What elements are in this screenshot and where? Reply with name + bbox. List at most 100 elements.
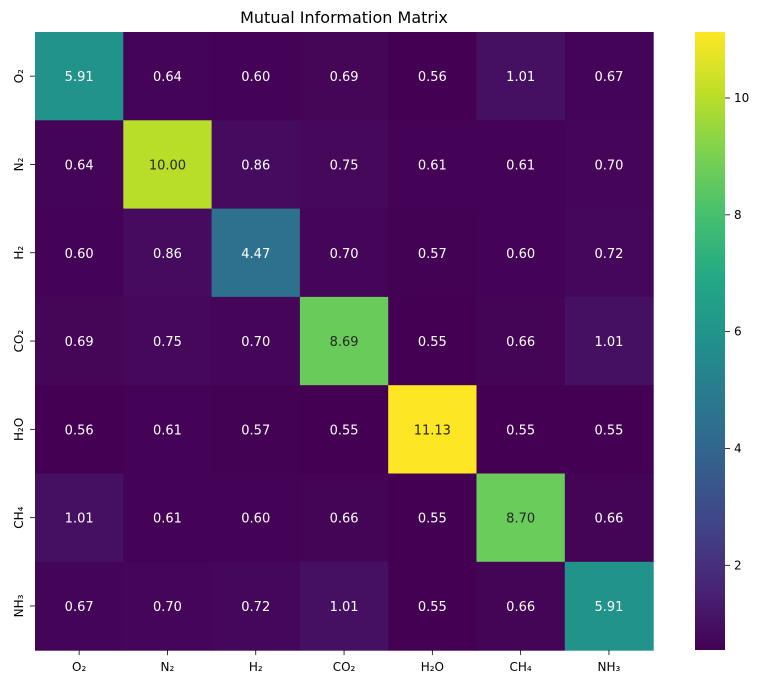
cell-value-label: 0.55: [418, 512, 447, 527]
heatmap-cell: [299, 208, 389, 298]
cell-annotations: 5.91 0.64 0.60 0.69 0.56 1.01 0.67 0.64 10.00 0.8…: [65, 70, 624, 615]
x-axis-ticks: O₂ N₂ H₂ CO₂ H₂O CH₄ NH₃: [72, 650, 621, 674]
cell-value-label: 1.01: [330, 600, 359, 615]
heatmap-cell: [123, 120, 213, 210]
cell-value-label: 0.55: [330, 423, 359, 438]
colorbar-gradient: [695, 32, 725, 650]
heatmap-cell: [388, 385, 478, 475]
cell-value-label: 5.91: [594, 600, 623, 615]
cell-value-label: 11.13: [414, 423, 451, 438]
heatmap-cell: [211, 385, 301, 475]
heatmap-cell: [211, 561, 301, 651]
cell-value-label: 0.64: [65, 158, 94, 173]
cell-value-label: 0.55: [418, 335, 447, 350]
cell-value-label: 0.60: [65, 247, 94, 262]
heatmap-cell: [476, 473, 566, 563]
cell-value-label: 0.86: [241, 158, 270, 173]
x-tick-label: O₂: [72, 660, 86, 674]
heatmap-cell: [211, 473, 301, 563]
heatmap-cell: [476, 208, 566, 298]
cell-value-label: 0.69: [330, 70, 359, 85]
x-tick-label: H₂: [249, 660, 263, 674]
heatmap-cell: [564, 296, 654, 386]
colorbar-tick-label: 6: [734, 325, 742, 339]
cell-value-label: 0.56: [65, 423, 94, 438]
heatmap-cell: [388, 208, 478, 298]
x-tick-label: N₂: [161, 660, 175, 674]
cell-value-label: 0.66: [330, 512, 359, 527]
cell-value-label: 0.67: [594, 70, 623, 85]
cell-value-label: 1.01: [594, 335, 623, 350]
cell-value-label: 4.47: [241, 247, 270, 262]
heatmap-cell: [211, 296, 301, 386]
cell-value-label: 0.67: [65, 600, 94, 615]
cell-value-label: 0.61: [506, 158, 535, 173]
cell-value-label: 5.91: [65, 70, 94, 85]
cell-value-label: 0.72: [241, 600, 270, 615]
cell-value-label: 0.55: [506, 423, 535, 438]
heatmap-cell: [564, 561, 654, 651]
heatmap-cell: [35, 32, 124, 121]
heatmap-cell: [388, 561, 478, 651]
heatmap-cell: [123, 385, 213, 475]
heatmap-cell: [123, 561, 213, 651]
heatmap-cell: [476, 561, 566, 651]
y-tick-label: NH₃: [12, 594, 26, 617]
cell-value-label: 0.70: [153, 600, 182, 615]
heatmap-cell: [564, 208, 654, 298]
chart-title: Mutual Information Matrix: [240, 8, 448, 27]
y-tick-label: CO₂: [12, 330, 26, 353]
cell-value-label: 0.56: [418, 70, 447, 85]
cell-value-label: 0.66: [594, 512, 623, 527]
cell-value-label: 0.55: [594, 423, 623, 438]
x-tick-label: H₂O: [421, 660, 444, 674]
cell-value-label: 0.64: [153, 70, 182, 85]
colorbar-tick-label: 10: [734, 91, 749, 105]
heatmap-cell: [123, 473, 213, 563]
cell-value-label: 8.70: [506, 512, 535, 527]
y-tick-label: N₂: [12, 157, 26, 171]
cell-value-label: 0.61: [418, 158, 447, 173]
heatmap-cell: [35, 561, 124, 651]
cell-value-label: 0.66: [506, 335, 535, 350]
cell-value-label: 1.01: [506, 70, 535, 85]
cell-value-label: 0.72: [594, 247, 623, 262]
heatmap-cell: [299, 473, 389, 563]
heatmap-cells: [35, 32, 654, 651]
heatmap-cell: [388, 32, 478, 121]
heatmap-cell: [35, 208, 124, 298]
cell-value-label: 0.60: [506, 247, 535, 262]
heatmap-cell: [564, 120, 654, 210]
heatmap-cell: [123, 208, 213, 298]
y-tick-label: CH₄: [12, 506, 26, 528]
heatmap-cell: [35, 120, 124, 210]
heatmap-cell: [211, 208, 301, 298]
cell-value-label: 0.75: [330, 158, 359, 173]
cell-value-label: 0.70: [594, 158, 623, 173]
heatmap-cell: [35, 296, 124, 386]
heatmap-cell: [564, 473, 654, 563]
x-tick-label: CO₂: [333, 660, 356, 674]
cell-value-label: 0.55: [418, 600, 447, 615]
heatmap-cell: [388, 473, 478, 563]
heatmap-cell: [299, 385, 389, 475]
heatmap-cell: [35, 385, 124, 475]
y-tick-label: O₂: [12, 69, 26, 83]
colorbar-tick-label: 4: [734, 441, 742, 455]
x-tick-label: NH₃: [598, 660, 621, 674]
heatmap-cell: [476, 385, 566, 475]
heatmap-cell: [564, 32, 654, 121]
cell-value-label: 0.61: [153, 423, 182, 438]
y-axis-ticks: O₂ N₂ H₂ CO₂ H₂O CH₄ NH₃: [12, 69, 35, 617]
y-tick-label: H₂: [12, 246, 26, 260]
heatmap-cell: [299, 296, 389, 386]
heatmap-cell: [35, 473, 124, 563]
heatmap-cell: [476, 32, 566, 121]
cell-value-label: 0.75: [153, 335, 182, 350]
y-tick-label: H₂O: [12, 418, 26, 441]
cell-value-label: 0.57: [418, 247, 447, 262]
colorbar-tick-label: 2: [734, 558, 742, 572]
heatmap-cell: [123, 296, 213, 386]
heatmap-cell: [211, 120, 301, 210]
